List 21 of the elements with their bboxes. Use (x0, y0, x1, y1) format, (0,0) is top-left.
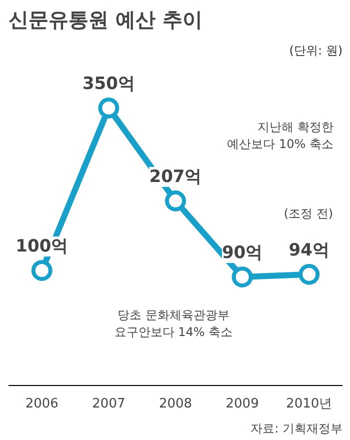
annotation: 지난해 확정한 예산보다 10% 축소 (227, 120, 334, 151)
data-label: 100억 (16, 236, 68, 256)
data-label: 207억 (149, 166, 202, 187)
chart-subtitle: (단위: 원) (289, 44, 343, 58)
x-tick-label: 2008 (158, 396, 192, 412)
x-tick-label: 2007 (92, 396, 126, 412)
x-tick-label: 2009 (226, 396, 259, 412)
x-tick-label: 2006 (25, 396, 58, 412)
point (165, 190, 186, 212)
text: 자료: 기획재정부 (250, 422, 342, 436)
data-label: 350억 (82, 74, 135, 94)
annotation: (조정 전) (284, 206, 334, 220)
x-tick-label: 2010년 (286, 396, 332, 412)
point (98, 98, 120, 118)
point (232, 266, 253, 288)
data-label: 94억 (288, 240, 330, 260)
data-label: 90억 (222, 242, 263, 263)
point (31, 260, 52, 281)
chart-title: 신문유통원 예산 추이 (8, 8, 202, 32)
text: 당초 문화체육관광부 요구안보다 14% 축소 (114, 308, 233, 339)
point (298, 264, 320, 285)
